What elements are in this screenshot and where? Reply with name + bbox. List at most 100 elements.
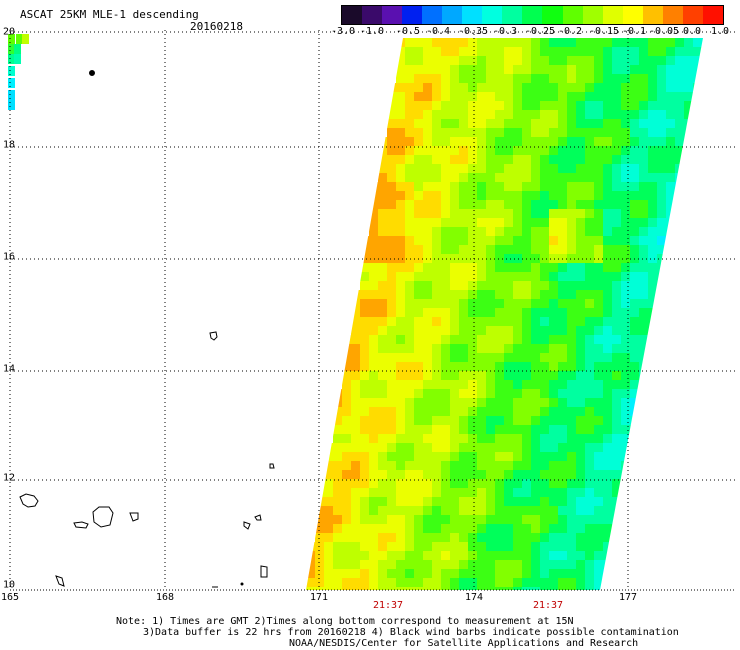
swath-cell: [414, 56, 423, 65]
swath-cell: [441, 398, 450, 407]
swath-cell: [369, 371, 378, 380]
swath-cell: [522, 74, 531, 83]
swath-cell: [486, 560, 495, 569]
swath-cell: [612, 353, 621, 362]
swath-cell: [495, 137, 504, 146]
swath-cell: [423, 236, 432, 245]
swath-cell: [585, 173, 594, 182]
swath-cell: [585, 380, 594, 389]
swath-cell: [531, 497, 540, 506]
swath-cell: [576, 119, 585, 128]
swath-cell: [576, 353, 585, 362]
swath-cell: [405, 488, 414, 497]
swath-cell: [540, 200, 549, 209]
swath-cell: [621, 218, 630, 227]
swath-cell: [531, 515, 540, 524]
swath-cell: [594, 407, 603, 416]
swath-cell: [360, 551, 369, 560]
swath-cell: [414, 497, 423, 506]
swath-cell: [603, 92, 612, 101]
swath-cell: [657, 281, 666, 290]
swath-cell: [468, 461, 477, 470]
swath-cell: [459, 308, 468, 317]
swath-cell: [351, 452, 360, 461]
swath-cell: [324, 461, 333, 470]
swath-cell: [387, 560, 396, 569]
swath-cell: [567, 200, 576, 209]
swath-cell: [540, 560, 549, 569]
swath-cell: [648, 101, 657, 110]
swath-cell: [558, 389, 567, 398]
swath-cell: [459, 551, 468, 560]
swath-cell: [639, 119, 648, 128]
swath-cell: [495, 344, 504, 353]
swath-cell: [306, 569, 315, 578]
swath-cell: [576, 578, 585, 587]
swath-cell: [441, 578, 450, 587]
swath-cell: [405, 47, 414, 56]
swath-cell: [486, 83, 495, 92]
swath-cell: [459, 461, 468, 470]
swath-cell: [693, 38, 702, 47]
swath-cell: [450, 209, 459, 218]
swath-cell: [423, 218, 432, 227]
swath-cell: [387, 137, 396, 146]
swath-cell: [558, 74, 567, 83]
swath-cell: [513, 308, 522, 317]
swath-cell: [657, 74, 666, 83]
swath-cell: [486, 434, 495, 443]
swath-cell: [414, 263, 423, 272]
color-scale-segment: [642, 6, 663, 24]
swath-cell: [333, 434, 342, 443]
swath-cell: [684, 47, 693, 56]
swath-cell: [684, 65, 693, 74]
swath-cell: [684, 119, 693, 128]
swath-cell: [369, 272, 378, 281]
swath-cell: [513, 263, 522, 272]
swath-cell: [540, 101, 549, 110]
swath-cell: [450, 236, 459, 245]
swath-cell: [459, 353, 468, 362]
island-coastlines: [19, 70, 275, 588]
swath-cell: [513, 38, 522, 47]
swath-cell: [549, 101, 558, 110]
swath-cell: [387, 389, 396, 398]
swath-cell: [612, 515, 621, 524]
swath-cell: [540, 470, 549, 479]
swath-cell: [621, 155, 630, 164]
swath-cell: [576, 209, 585, 218]
color-scale-tick: -0.3: [492, 26, 518, 37]
swath-cell: [630, 353, 639, 362]
swath-cell: [459, 569, 468, 578]
swath-cell: [378, 335, 387, 344]
swath-cell: [540, 155, 549, 164]
swath-cell: [558, 209, 567, 218]
swath-cell: [369, 425, 378, 434]
swath-cell: [495, 227, 504, 236]
swath-cell: [549, 119, 558, 128]
swath-cell: [459, 38, 468, 47]
swath-cell: [432, 335, 441, 344]
swath-cell: [423, 110, 432, 119]
swath-cell: [504, 128, 513, 137]
swath-cell: [477, 173, 486, 182]
swath-cell: [531, 587, 540, 590]
swath-cell: [423, 146, 432, 155]
swath-cell: [621, 353, 630, 362]
swath-cell: [468, 542, 477, 551]
swath-cell: [405, 110, 414, 119]
swath-cell: [450, 74, 459, 83]
swath-cell: [603, 461, 612, 470]
swath-cell: [369, 236, 378, 245]
swath-cell: [594, 191, 603, 200]
swath-cell: [513, 533, 522, 542]
swath-cell: [558, 425, 567, 434]
swath-cell: [423, 200, 432, 209]
swath-cell: [513, 434, 522, 443]
swath-cell: [486, 182, 495, 191]
swath-cell: [459, 245, 468, 254]
swath-cell: [477, 551, 486, 560]
swath-cell: [522, 200, 531, 209]
swath-cell: [504, 461, 513, 470]
swath-cell: [549, 461, 558, 470]
